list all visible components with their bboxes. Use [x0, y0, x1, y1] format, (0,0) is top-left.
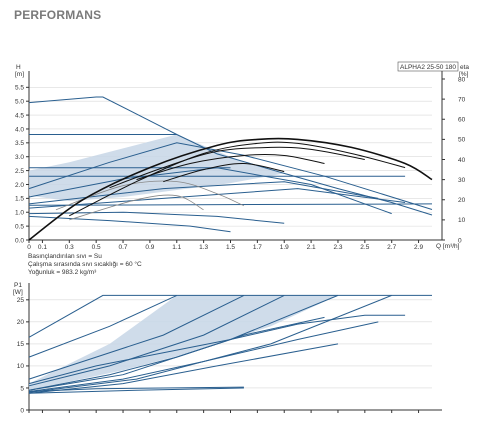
x-tick-label: 2.3: [333, 244, 342, 251]
y-tick-label: 4.5: [15, 112, 24, 119]
y-axis-unit-p1: [W]: [13, 289, 23, 296]
y-axis-label-h: H: [16, 64, 21, 71]
power-curve: [28, 387, 244, 394]
x-tick-label: 1.1: [172, 244, 181, 251]
power-curve: [28, 343, 339, 394]
y2-tick-label: 30: [458, 177, 466, 184]
y-axis-label-p1: P1: [14, 282, 22, 289]
power-chart: 0 5 10 15 20 25: [17, 283, 442, 414]
x-axis-label: Q [m³/h]: [436, 243, 460, 250]
power-range-area: [29, 295, 338, 391]
head-curve: [28, 215, 231, 233]
y-tick-label: 3.5: [15, 140, 24, 147]
p1-tick-label: 20: [17, 319, 25, 326]
y-tick-label: 4.0: [15, 126, 24, 133]
efficiency-curve: [69, 141, 406, 217]
head-curve: [28, 188, 406, 209]
y2-tick-label: 50: [458, 137, 466, 144]
efficiency-curve-minor: [55, 180, 245, 211]
note-temperature: Çalışma sırasında sıvı sıcaklığı = 60 °C: [28, 260, 142, 268]
note-density: Yoğunluk = 983.2 kg/m³: [28, 269, 97, 276]
head-curve: [28, 211, 285, 224]
x-tick-label: 1.7: [253, 244, 262, 251]
x-tick-label: 1.3: [199, 244, 208, 251]
efficiency-curve: [28, 137, 433, 241]
power-curve: [28, 294, 178, 358]
y-tick-label: 2.5: [15, 168, 24, 175]
y-tick-label: 3.0: [15, 154, 24, 161]
efficiency-curve-minor: [69, 194, 204, 221]
y-tick-label: 5.0: [15, 99, 24, 106]
x-tick-label: 0.5: [92, 244, 101, 251]
efficiency-curve: [163, 162, 285, 183]
p1-tick-label: 10: [17, 363, 25, 370]
y2-tick-label: 10: [458, 217, 466, 224]
head-curve: [28, 203, 433, 206]
x-tick-label: 0.3: [65, 244, 74, 251]
y-tick-label: 1.5: [15, 196, 24, 203]
power-curve: [28, 294, 392, 393]
x-tick-label: 1.9: [280, 244, 289, 251]
power-curve: [28, 294, 285, 387]
y2-tick-label: 40: [458, 157, 466, 164]
x-tick-label: 2.5: [360, 244, 369, 251]
y2-tick-label: 80: [458, 76, 466, 83]
y-tick-label: 0.0: [15, 237, 24, 244]
x-tick-label: 2.1: [307, 244, 316, 251]
x-tick-label: 0: [27, 244, 31, 251]
y2-axis-label-eta: eta: [460, 64, 469, 71]
x-tick-label: 0.1: [38, 244, 47, 251]
head-chart: 0.0 0.5 1.0 1.5 2.0 2.5 3.0 3.5 4.0 4.5 5.0 5.5 0 10 2…: [15, 71, 466, 251]
model-label-box: [397, 61, 459, 72]
x-tick-label: 2.7: [387, 244, 396, 251]
power-curve: [28, 294, 339, 391]
p1-tick-label: 0: [20, 407, 24, 414]
efficiency-curve: [109, 146, 365, 189]
p1-tick-label: 15: [17, 341, 25, 348]
power-curve: [28, 386, 244, 392]
head-curve: [28, 142, 433, 210]
y2-tick-label: 0: [458, 237, 462, 244]
y-tick-label: 1.0: [15, 210, 24, 217]
x-tick-label: 2.9: [414, 244, 423, 251]
note-fluid: Basınçlandırılan sıvı = Su: [28, 253, 102, 260]
page-title: PERFORMANS: [14, 8, 102, 22]
power-curve: [28, 294, 432, 338]
x-tick-label: 1.5: [226, 244, 235, 251]
y-axis-unit-h: [m]: [15, 71, 24, 78]
y2-axis-unit-eta: [%]: [459, 71, 469, 78]
y2-tick-label: 60: [458, 117, 466, 124]
model-label: ALPHA2 25-50 180: [400, 64, 456, 71]
efficiency-curve: [136, 153, 325, 181]
y2-tick-label: 70: [458, 96, 466, 103]
p1-tick-label: 5: [20, 385, 24, 392]
y-tick-label: 0.5: [15, 223, 24, 230]
y2-tick-label: 20: [458, 197, 466, 204]
power-curve: [28, 294, 245, 380]
p1-tick-label: 25: [17, 297, 25, 304]
head-curve: [28, 181, 379, 205]
x-tick-label: 0.7: [119, 244, 128, 251]
y-tick-label: 2.0: [15, 182, 24, 189]
x-tick-label: 0.9: [145, 244, 154, 251]
y-tick-label: 5.5: [15, 85, 24, 92]
